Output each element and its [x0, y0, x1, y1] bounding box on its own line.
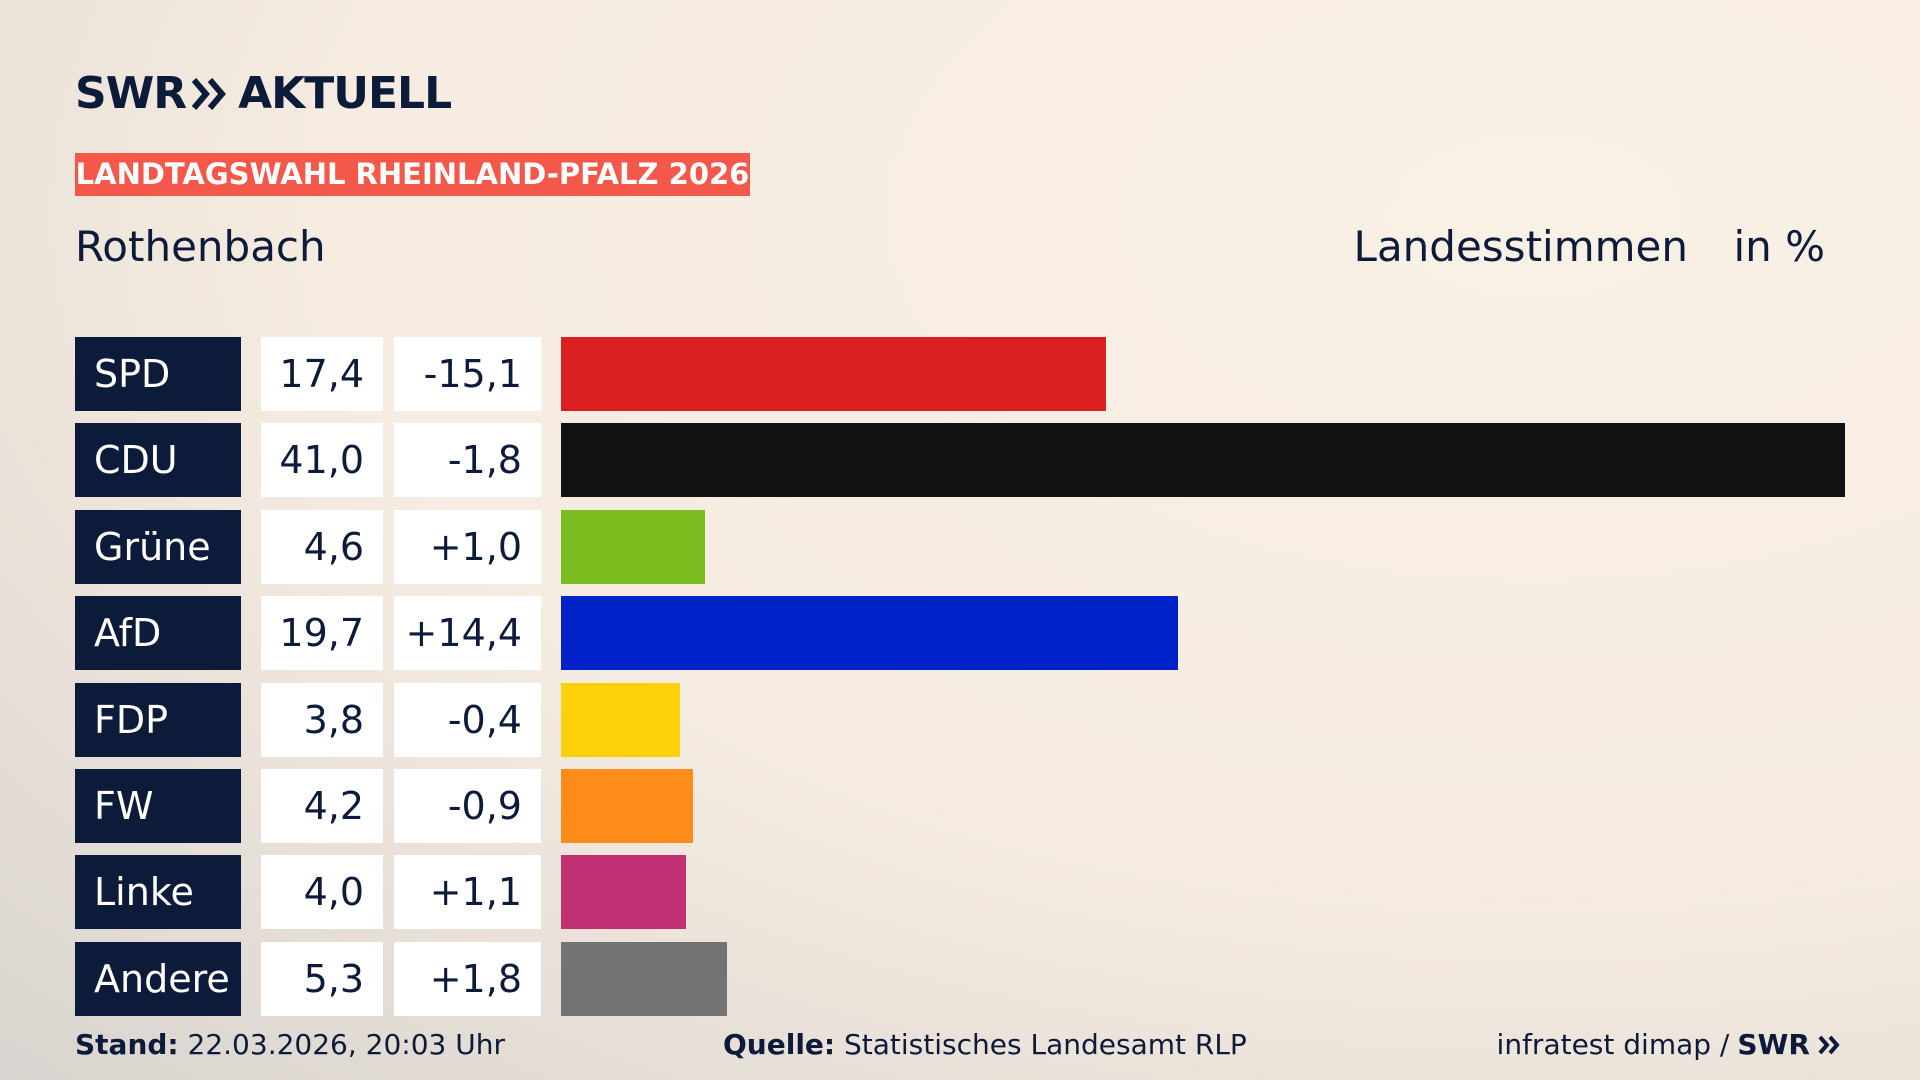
source: Statistisches Landesamt RLP	[844, 1028, 1247, 1061]
value-label: 4,6	[261, 509, 383, 584]
party-label: Grüne	[75, 509, 241, 584]
change-label: -0,4	[394, 682, 541, 757]
bar	[561, 769, 693, 843]
value-label: 3,8	[261, 682, 383, 757]
footer-credit: infratest dimap / SWR	[1497, 1028, 1842, 1061]
party-label: Linke	[75, 855, 241, 930]
logo-chevrons	[192, 77, 227, 110]
unit-header: in %	[1733, 222, 1825, 271]
change-label: +1,0	[394, 509, 541, 584]
change-label: +1,1	[394, 855, 541, 930]
change-label: -15,1	[394, 337, 541, 411]
logo-suffix: AKTUELL	[238, 68, 452, 119]
value-label: 4,0	[261, 855, 383, 930]
bar	[561, 596, 1178, 671]
footer-source: Quelle: Statistisches Landesamt RLP	[723, 1028, 1247, 1061]
party-label: FW	[75, 769, 241, 843]
party-label: SPD	[75, 337, 241, 411]
credit: infratest dimap /	[1496, 1028, 1730, 1061]
badge: LANDTAGSWAHL RHEINLAND-PFALZ 2026	[75, 153, 750, 196]
logo: SWR AKTUELL	[75, 68, 452, 119]
party-label: FDP	[75, 682, 241, 757]
value-label: 19,7	[261, 596, 383, 671]
party-label: AfD	[75, 596, 241, 671]
value-label: 41,0	[261, 423, 383, 498]
footer-stand: Stand: 22.03.2026, 20:03 Uhr	[75, 1028, 505, 1061]
value-label: 4,2	[261, 769, 383, 843]
change-label: +14,4	[394, 596, 541, 671]
change-label: +1,8	[394, 941, 541, 1016]
value-label: 5,3	[261, 941, 383, 1016]
bar	[561, 509, 706, 584]
bar	[561, 682, 680, 757]
bar	[561, 941, 727, 1016]
source-label: Quelle:	[723, 1028, 836, 1061]
credit-chevrons	[1818, 1035, 1840, 1054]
logo-text: SWR	[75, 68, 187, 119]
party-label: Andere	[75, 941, 241, 1016]
stand-label: Stand:	[75, 1028, 179, 1061]
credit-logo: SWR	[1737, 1028, 1810, 1061]
change-label: -1,8	[394, 423, 541, 498]
stand: 22.03.2026, 20:03 Uhr	[187, 1028, 505, 1061]
party-label: CDU	[75, 423, 241, 498]
value-header: Landesstimmen	[1353, 222, 1688, 271]
change-label: -0,9	[394, 769, 541, 843]
bar	[561, 423, 1845, 498]
bar	[561, 855, 687, 930]
region-title: Rothenbach	[75, 222, 326, 271]
value-label: 17,4	[261, 337, 383, 411]
bar	[561, 337, 1106, 411]
